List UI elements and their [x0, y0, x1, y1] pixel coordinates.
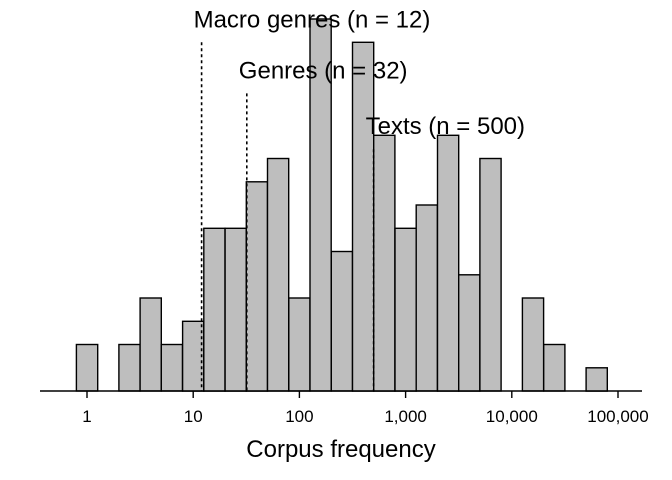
histogram-bar-20	[543, 343, 566, 392]
histogram-bar-9	[288, 297, 311, 392]
x-tick-label-2: 100	[285, 407, 313, 426]
x-tick-label-1: 10	[184, 407, 203, 426]
x-tick-label-0: 1	[82, 407, 91, 426]
histogram-bar-4	[181, 320, 205, 392]
histogram-bar-8	[266, 157, 290, 392]
x-axis-ticks: 1 10 100 1,000 10,000 100,000	[82, 391, 649, 426]
histogram-bar-2	[139, 297, 163, 392]
histogram-bar-19	[521, 297, 545, 392]
x-tick-label-3: 1,000	[384, 407, 427, 426]
reference-line-label-2: Texts (n = 500)	[366, 113, 525, 140]
histogram-bar-6	[224, 227, 248, 392]
histogram-bar-15	[415, 204, 439, 392]
reference-line-label-1: Genres (n = 32)	[239, 57, 408, 84]
histogram-bar-12	[351, 41, 375, 392]
histogram-bar-11	[330, 250, 354, 392]
reference-line-label-0: Macro genres (n = 12)	[194, 6, 431, 33]
histogram-bar-18	[479, 157, 502, 392]
histogram-bar-16	[436, 134, 460, 392]
histogram-bar-1	[118, 343, 141, 392]
histogram-bar-13	[373, 134, 396, 392]
x-tick-label-4: 10,000	[486, 407, 538, 426]
histogram-bar-7	[245, 181, 269, 392]
histogram-bar-17	[458, 274, 481, 392]
histogram-bar-5	[203, 227, 226, 392]
histogram-bar-3	[160, 343, 184, 392]
histogram-bar-21	[585, 367, 608, 392]
histogram-bar-0	[75, 343, 99, 392]
reference-lines: Macro genres (n = 12) Genres (n = 32) Text…	[194, 6, 525, 391]
x-tick-label-5: 100,000	[587, 407, 648, 426]
histogram-bar-14	[394, 227, 417, 392]
x-axis-title: Corpus frequency	[246, 436, 435, 463]
